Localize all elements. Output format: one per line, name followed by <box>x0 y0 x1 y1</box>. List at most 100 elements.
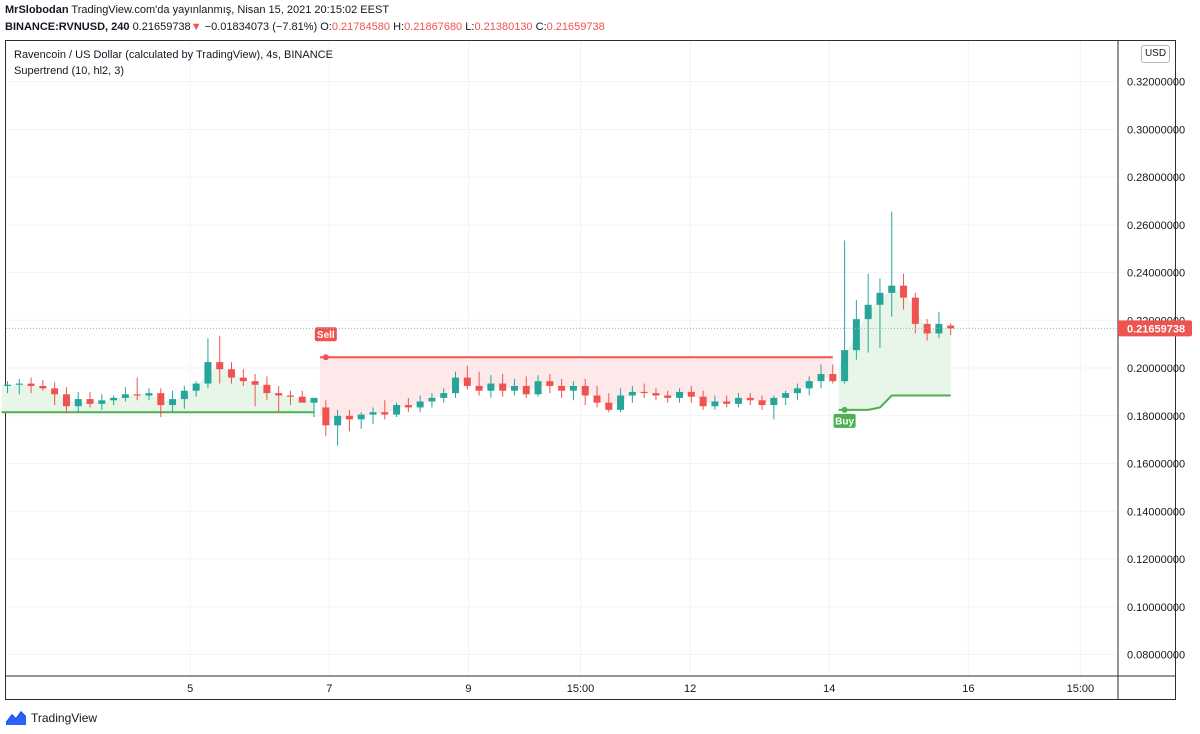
close-label: C: <box>535 21 547 33</box>
candle-body-up <box>15 383 23 385</box>
candle-body-down <box>381 412 389 415</box>
candle-body-down <box>39 385 47 389</box>
candle-body-down <box>475 385 483 391</box>
candle-body-up <box>145 393 153 396</box>
supertrend-fill-up <box>1 365 315 413</box>
candle-body-down <box>239 377 247 382</box>
chart-title: Ravencoin / US Dollar (calculated by Tra… <box>14 49 333 61</box>
symbol-label: BINANCE:RVNUSD, 240 <box>5 21 130 33</box>
brand-name[interactable]: TradingView <box>31 711 98 725</box>
candle-body-up <box>192 383 200 391</box>
price-change: −0.01834073 (−7.81%) <box>204 21 318 33</box>
ohlc-bar: BINANCE:RVNUSD, 240 0.21659738 ▼ −0.01834… <box>5 20 605 34</box>
last-price-tag-label: 0.21659738 <box>1127 323 1185 335</box>
author-name[interactable]: MrSlobodan <box>5 4 69 16</box>
publish-date: TradingView.com'da yayınlanmış, Nisan 15… <box>71 4 390 16</box>
y-tick-label: 0.26000000 <box>1127 220 1185 232</box>
x-tick-label: 9 <box>465 683 471 695</box>
publish-info: MrSlobodan TradingView.com'da yayınlanmı… <box>5 3 389 17</box>
candle-body-down <box>664 395 672 398</box>
candle-body-up <box>817 374 825 382</box>
candle-body-up <box>534 381 542 395</box>
candle-body-down <box>404 405 412 408</box>
candle-body-up <box>734 397 742 404</box>
candle-body-up <box>864 304 872 320</box>
indicator-label[interactable]: Supertrend (10, hl2, 3) <box>14 65 125 77</box>
candle-body-up <box>393 405 401 415</box>
candle-body-up <box>569 385 577 391</box>
candle-body-down <box>522 385 530 395</box>
candle-body-down <box>758 400 766 406</box>
candle-body-down <box>593 395 601 403</box>
candle-body-down <box>133 394 141 396</box>
x-tick-label: 12 <box>684 683 696 695</box>
candle-body-up <box>416 401 424 408</box>
sell-dot <box>322 354 329 361</box>
x-tick-label: 15:00 <box>1067 683 1095 695</box>
candle-body-down <box>157 393 165 406</box>
y-tick-label: 0.20000000 <box>1127 363 1185 375</box>
y-tick-label: 0.08000000 <box>1127 650 1185 662</box>
candle-body-down <box>640 391 648 394</box>
close-value: 0.21659738 <box>546 21 605 33</box>
candle-body-down <box>581 385 589 396</box>
candle-body-down <box>687 391 695 397</box>
candle-body-up <box>110 397 118 401</box>
candle-body-up <box>452 377 460 394</box>
supertrend-fill-up <box>838 289 951 410</box>
candle-body-down <box>298 396 306 403</box>
candle-body-up <box>510 385 518 391</box>
open-value: 0.21784580 <box>331 21 390 33</box>
x-tick-label: 7 <box>326 683 332 695</box>
candle-body-up <box>805 381 813 389</box>
change-down-icon: ▼ <box>190 21 202 33</box>
y-tick-label: 0.18000000 <box>1127 411 1185 423</box>
candle-body-up <box>487 383 495 391</box>
y-tick-label: 0.14000000 <box>1127 506 1185 518</box>
candle-body-down <box>699 396 707 407</box>
candle-body-down <box>216 362 224 370</box>
candle-body-down <box>900 285 908 298</box>
candle-body-down <box>27 383 35 386</box>
candle-body-up <box>180 390 188 400</box>
candle-body-down <box>746 397 754 401</box>
sell-signal-label: Sell <box>317 330 335 341</box>
y-tick-label: 0.10000000 <box>1127 602 1185 614</box>
candle-body-up <box>770 397 778 406</box>
candle-body-up <box>357 414 365 420</box>
x-tick-label: 5 <box>187 683 193 695</box>
candle-body-down <box>345 415 353 420</box>
candle-body-down <box>463 377 471 386</box>
candle-body-up <box>888 285 896 293</box>
chart-panel[interactable] <box>5 40 1176 700</box>
x-tick-label: 16 <box>962 683 974 695</box>
candle-body-up <box>782 393 790 398</box>
high-label: H: <box>393 21 405 33</box>
high-value: 0.21867680 <box>404 21 463 33</box>
x-tick-label: 15:00 <box>567 683 595 695</box>
candle-body-down <box>829 374 837 382</box>
candle-body-down <box>652 393 660 396</box>
candle-body-up <box>617 395 625 410</box>
candle-body-up <box>121 394 129 398</box>
buy-dot <box>841 406 848 413</box>
candle-body-up <box>74 399 82 407</box>
currency-button[interactable]: USD <box>1141 45 1170 63</box>
y-tick-label: 0.24000000 <box>1127 268 1185 280</box>
open-label: O: <box>320 21 332 33</box>
low-value: 0.21380130 <box>474 21 533 33</box>
x-tick-label: 14 <box>823 683 835 695</box>
candle-body-up <box>334 415 342 426</box>
candle-body-down <box>51 388 59 395</box>
supertrend-line-up <box>838 394 951 411</box>
buy-signal-label-bg <box>833 413 856 428</box>
candle-body-down <box>62 394 70 407</box>
candle-body-up <box>369 412 377 415</box>
candle-body-up <box>98 400 106 404</box>
candle-body-down <box>263 384 271 394</box>
candle-body-up <box>876 292 884 305</box>
candle-body-up <box>169 399 177 406</box>
candle-body-down <box>275 393 283 396</box>
tradingview-logo-icon[interactable] <box>6 711 26 725</box>
